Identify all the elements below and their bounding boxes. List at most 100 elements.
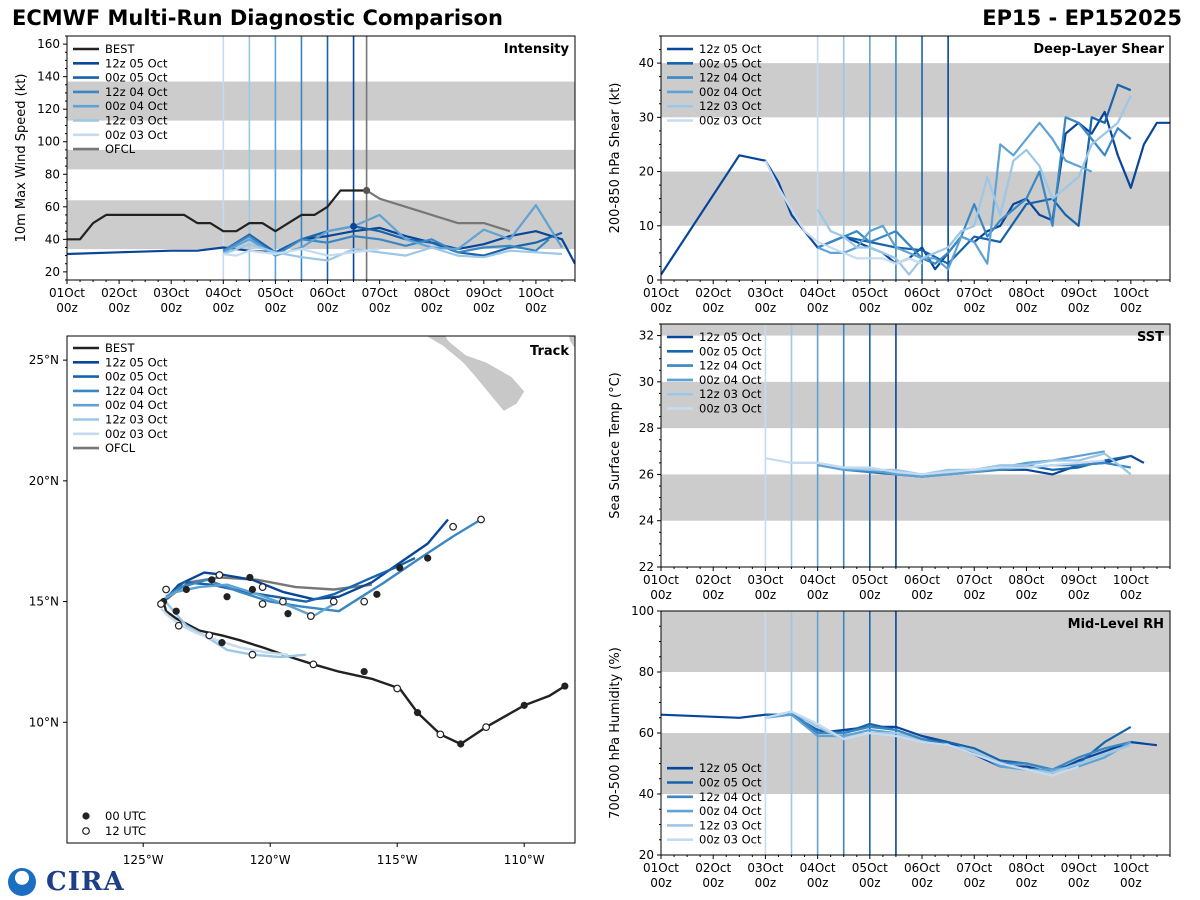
track-point-12utc xyxy=(215,571,224,579)
rh-x-tick-day: 08Oct xyxy=(1008,861,1044,875)
sst-x-tick-hour: 00z xyxy=(1120,588,1142,602)
track-point-00utc xyxy=(413,709,422,717)
sst-y-tick-label: 22 xyxy=(639,560,654,574)
rh-legend-label: 00z 03 Oct xyxy=(699,833,762,847)
rh-legend-label: 12z 03 Oct xyxy=(699,818,762,832)
marker-legend-label: 00 UTC xyxy=(105,809,146,823)
sst-x-tick-hour: 00z xyxy=(1016,588,1038,602)
sst-y-tick-label: 30 xyxy=(639,375,654,389)
track-panel: 125°W 120°W 115°W 110°W 10°N 15°N 20°N 25°N Trac… xyxy=(29,335,576,867)
shear-x-tick-day: 04Oct xyxy=(800,286,836,300)
sst-x-tick-hour: 00z xyxy=(702,588,724,602)
shear-panel: 01020304001Oct00z02Oct00z03Oct00z04Oct00… xyxy=(608,35,1171,315)
shear-x-tick-hour: 00z xyxy=(1016,301,1038,315)
sst-x-tick-hour: 00z xyxy=(859,588,881,602)
rh-plot-area xyxy=(661,611,1170,855)
shear-legend-label: 00z 05 Oct xyxy=(699,56,762,70)
shear-y-tick-label: 0 xyxy=(646,273,654,287)
shear-panel-title: Deep-Layer Shear xyxy=(1033,42,1164,57)
track-point-00utc xyxy=(223,593,231,601)
marker-legend-00utc xyxy=(82,812,90,820)
intensity-legend-label: 12z 03 Oct xyxy=(105,114,168,128)
intensity-y-axis-label: 10m Max Wind Speed (kt) xyxy=(14,74,29,243)
rh-x-tick-hour: 00z xyxy=(702,876,724,890)
intensity-x-tick-day: 09Oct xyxy=(466,286,502,300)
track-point-12utc xyxy=(248,650,257,659)
intensity-y-tick-label: 120 xyxy=(37,102,60,116)
track-lon-label: 115°W xyxy=(377,853,418,867)
intensity-x-tick-hour: 00z xyxy=(265,301,287,315)
sst-panel-title: SST xyxy=(1137,330,1164,345)
rh-x-tick-hour: 00z xyxy=(911,876,933,890)
sst-legend-label: 12z 03 Oct xyxy=(699,387,762,401)
shear-x-tick-hour: 00z xyxy=(1120,301,1142,315)
track-point-12utc xyxy=(360,597,369,606)
sst-y-tick-label: 24 xyxy=(639,514,654,528)
track-map-area xyxy=(157,336,575,748)
shear-x-tick-hour: 00z xyxy=(807,301,829,315)
noaa-logo-icon xyxy=(8,868,36,896)
shear-y-tick-label: 10 xyxy=(639,219,654,233)
rh-x-tick-day: 03Oct xyxy=(747,861,783,875)
track-point-00utc xyxy=(561,682,569,690)
intensity-y-tick-label: 160 xyxy=(37,37,60,51)
rh-x-tick-hour: 00z xyxy=(755,876,777,890)
track-point-00utc xyxy=(457,740,465,748)
track-frame xyxy=(66,335,576,844)
track-legend-label: OFCL xyxy=(105,441,136,455)
track-point-12utc xyxy=(449,522,457,531)
shear-series-00z-05-oct xyxy=(817,83,1132,265)
sst-x-tick-hour: 00z xyxy=(963,588,985,602)
track-point-12utc xyxy=(482,723,491,732)
marker-legend-12utc xyxy=(82,827,90,835)
sst-y-tick-label: 26 xyxy=(639,467,654,481)
track-point-12utc xyxy=(258,583,267,591)
intensity-shaded-band xyxy=(67,149,575,170)
track-lon-label: 110°W xyxy=(504,853,545,867)
intensity-x-tick-hour: 00z xyxy=(108,301,130,315)
track-legend-label: 12z 03 Oct xyxy=(105,413,168,427)
shear-legend-label: 00z 04 Oct xyxy=(699,85,762,99)
intensity-x-tick-day: 07Oct xyxy=(362,286,398,300)
track-lat-label: 15°N xyxy=(29,595,59,609)
intensity-legend-label: 12z 04 Oct xyxy=(105,85,168,99)
marker-legend-label: 12 UTC xyxy=(105,824,146,838)
sst-series-00z-03-oct xyxy=(765,457,1105,476)
track-point-12utc xyxy=(436,730,445,739)
track-line-12z-04-oct xyxy=(165,518,482,613)
sst-x-tick-day: 06Oct xyxy=(904,573,940,587)
shear-legend-label: 00z 03 Oct xyxy=(699,114,762,128)
intensity-x-tick-hour: 00z xyxy=(213,301,235,315)
intensity-y-tick-label: 40 xyxy=(45,232,60,246)
track-legend-label: 12z 05 Oct xyxy=(105,355,168,369)
rh-x-tick-hour: 00z xyxy=(963,876,985,890)
rh-x-tick-hour: 00z xyxy=(1016,876,1038,890)
track-point-12utc xyxy=(393,684,402,693)
intensity-series-12z-05-oct xyxy=(67,226,575,265)
rh-y-tick-label: 60 xyxy=(639,726,654,740)
rh-x-tick-day: 06Oct xyxy=(904,861,940,875)
rh-y-tick-label: 80 xyxy=(639,665,654,679)
shear-x-tick-hour: 00z xyxy=(859,301,881,315)
rh-x-tick-day: 02Oct xyxy=(695,861,731,875)
shear-x-tick-day: 08Oct xyxy=(1008,286,1044,300)
intensity-x-tick-day: 06Oct xyxy=(309,286,345,300)
shear-series-00z-03-oct xyxy=(764,160,923,265)
intensity-series-best xyxy=(67,189,367,241)
shear-x-tick-day: 07Oct xyxy=(956,286,992,300)
shear-shaded-band xyxy=(661,171,1170,226)
sst-y-tick-label: 32 xyxy=(639,329,654,343)
sst-legend-label: 00z 04 Oct xyxy=(699,373,762,387)
track-point-00utc xyxy=(248,585,257,594)
intensity-x-tick-day: 08Oct xyxy=(414,286,450,300)
intensity-y-tick-label: 60 xyxy=(45,200,60,214)
rh-x-tick-day: 04Oct xyxy=(800,861,836,875)
intensity-series-00z-05-oct xyxy=(222,225,563,257)
rh-legend-label: 12z 04 Oct xyxy=(699,790,762,804)
sst-frame xyxy=(660,323,1171,568)
track-point-00utc xyxy=(284,610,292,618)
track-point-00utc xyxy=(218,639,226,647)
rh-series-00z-03-oct xyxy=(765,710,1079,777)
shear-x-tick-day: 05Oct xyxy=(852,286,888,300)
